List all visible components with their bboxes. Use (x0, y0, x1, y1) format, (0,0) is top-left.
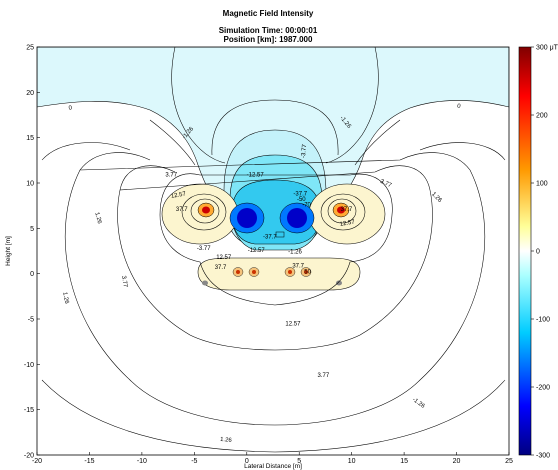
lower-dot-right (336, 280, 342, 286)
lower-core-2 (252, 270, 256, 274)
contour-label: -37.7 (293, 192, 307, 198)
y-tick-label: 0 (30, 271, 34, 278)
contour-label: 50 (304, 270, 311, 276)
y-tick-label: -10 (24, 362, 34, 369)
core-marker (275, 231, 285, 238)
contour-upper-lobe-2 (325, 47, 379, 164)
contour-label: 0 (68, 105, 73, 111)
lower-dot-left (202, 280, 208, 286)
lobe-left-core (202, 206, 210, 214)
contour-label: 37.7 (292, 263, 304, 269)
colorbar (518, 46, 532, 456)
y-axis-label: Height [m] (5, 236, 12, 266)
colorbar-tick-label: 100 (536, 181, 548, 188)
contour-ring-3 (117, 165, 433, 351)
contour-upper-lobe-1 (171, 47, 226, 164)
contour-label: 3.77 (379, 179, 393, 190)
contour-label: 1.26 (61, 292, 69, 305)
lower-core-3 (288, 270, 292, 274)
y-tick-label: 20 (26, 90, 34, 97)
contour-side-right-1 (354, 119, 401, 166)
colorbar-tick-label: 200 (536, 113, 548, 120)
x-tick-label: -15 (84, 458, 94, 465)
y-axis: -20 -15 -10 -5 0 5 10 15 20 25 (24, 45, 40, 460)
chart-subtitle-position: Position [km]: 1987.000 (224, 35, 313, 44)
colorbar-tick-label: 0 (536, 249, 540, 256)
contour-label: -70 (302, 203, 311, 209)
lower-core-4 (304, 270, 308, 274)
x-tick-label: 20 (453, 458, 461, 465)
contour-label: -50 (297, 197, 306, 203)
lobe-right-inner-2 (327, 198, 357, 224)
contour-ring-12 (159, 173, 393, 306)
contour-label: 12.57 (216, 255, 232, 261)
colorbar-tick-label: -200 (536, 385, 550, 392)
y-tick-label: -20 (24, 453, 34, 460)
lobe-left-inner-2 (190, 198, 220, 224)
colorbar-tick-label: -300 (536, 453, 550, 460)
core-left-inner (237, 208, 257, 228)
contour-label: 12.57 (339, 219, 355, 228)
contour-label: -12.57 (248, 248, 266, 254)
y-tick-label: 25 (26, 45, 34, 52)
lobe-right-core (337, 206, 345, 214)
plot-frame (36, 46, 510, 456)
y-tick-label: -15 (24, 407, 34, 414)
colorbar-tick-label: -100 (536, 317, 550, 324)
y-tick-label: -5 (28, 317, 34, 324)
contour-label: 0 (457, 104, 462, 110)
contour-label: 37.7 (341, 207, 353, 213)
lobe-left-inner-1 (181, 193, 227, 231)
lower-core-1 (236, 270, 240, 274)
x-tick-label: 5 (297, 458, 301, 465)
x-tick-label: -10 (137, 458, 147, 465)
contour-label: -37.7 (263, 234, 277, 240)
contour-side-left-1 (149, 119, 196, 166)
core-right-inner (287, 208, 307, 228)
contour-label: -1.26 (288, 250, 302, 256)
lobe-right-inner-1 (320, 193, 366, 231)
x-tick-label: -20 (32, 458, 42, 465)
x-tick-label: 10 (348, 458, 356, 465)
contour-label: -3.77 (301, 143, 308, 158)
y-tick-label: 5 (30, 226, 34, 233)
lower-band (197, 257, 361, 291)
x-tick-label: -5 (191, 458, 197, 465)
x-axis-label: Lateral Distance [m] (244, 463, 302, 470)
contour-label: 1.26 (220, 437, 233, 444)
chart-subtitle-time: Simulation Time: 00:00:01 (219, 26, 318, 35)
contour-label: 12.57 (285, 321, 301, 327)
x-tick-label: 15 (400, 458, 408, 465)
x-tick-label: 0 (245, 458, 249, 465)
contour-label: 37.7 (215, 265, 227, 271)
contour-label: 1.26 (93, 212, 102, 225)
contour-label: -12.57 (247, 173, 265, 179)
field-regions (37, 47, 509, 453)
colorbar-ticks: 300 μT 200 100 0 -100 -200 -300 (531, 45, 558, 460)
contour-ring-outer (41, 142, 506, 453)
contour-label: 12.57 (171, 191, 187, 200)
contour-label: 3.77 (120, 275, 128, 288)
contour-upper-arc (211, 99, 339, 156)
contour-ring-1 (64, 152, 486, 426)
chart-title: Magnetic Field Intensity (223, 9, 314, 18)
x-tick-label: 25 (505, 458, 513, 465)
y-tick-label: 15 (26, 135, 34, 142)
contour-label: 3.77 (165, 173, 177, 179)
contour-label: -3.77 (197, 246, 211, 252)
contour-label: 37.7 (176, 207, 188, 213)
y-tick-label: 10 (26, 181, 34, 188)
colorbar-tick-label: 300 μT (536, 45, 558, 52)
x-axis: -20 -15 -10 -5 0 5 10 15 20 25 (32, 452, 513, 465)
contour-label: 3.77 (318, 373, 330, 379)
